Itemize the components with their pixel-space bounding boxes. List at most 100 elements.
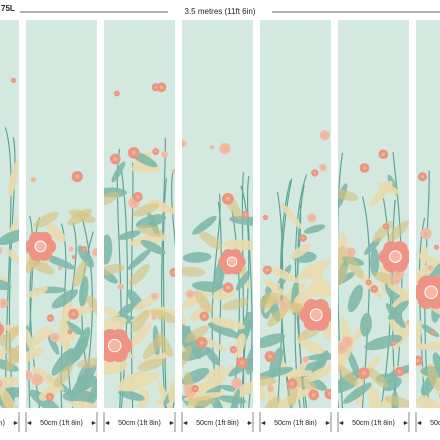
leaf [260,369,266,403]
leaf [182,325,202,360]
blossom-centre [420,175,425,179]
large-flower-centre [34,240,47,253]
leaf [117,303,135,317]
arrowhead [27,421,31,425]
leaf [191,281,228,293]
blossom [0,379,3,388]
leaf [345,254,364,279]
blossom-centre [310,216,314,220]
blossom-centre [269,387,272,390]
leaf [117,370,148,388]
stem [162,178,168,408]
leaf [104,264,125,276]
blossom-centre [361,371,366,376]
label-bg [344,418,403,428]
floral-pattern [26,171,97,408]
blossom-centre [131,150,136,155]
label-bg [422,418,440,428]
leaf [359,271,383,299]
leaf [245,343,253,375]
leaf [26,348,45,366]
leaf [136,224,164,237]
leaf [29,389,61,408]
blossom-centre [202,314,207,319]
blossom-centre [188,388,193,394]
blossom-centre [234,381,239,386]
leaf [279,202,303,230]
arrowhead [105,421,109,425]
blossom-centre [416,358,420,363]
blossom-centre [367,281,370,284]
leaf [104,191,120,207]
stem [130,162,134,408]
blossom-centre [131,200,136,205]
leaf [33,211,59,228]
leaf [0,228,19,245]
leaf [0,324,19,347]
blossom-centre [396,272,401,277]
label-bg [32,418,91,428]
floral-pattern [182,139,253,408]
leaf [8,160,19,198]
label-bg [0,418,13,428]
blossom-centre [70,248,72,251]
panel [0,20,19,408]
leaf [31,327,55,347]
leaf [27,286,48,298]
blossom-centre [199,340,204,345]
large-flower-centre [389,250,402,263]
panel-width-label: 50cm (1ft 8in) [196,420,239,427]
leaf [28,259,55,275]
leaf [194,290,213,314]
blossom-centre [301,236,305,240]
large-flower-centre [226,256,238,268]
blossom-centre [136,195,140,199]
large-flower-centre [424,285,438,300]
leaf [70,364,97,397]
leaf [223,239,253,251]
blossom-centre [49,316,52,320]
leaf [367,385,382,408]
leaf [72,260,88,287]
leaf [360,313,372,337]
leaf [85,295,97,318]
arrowhead [339,421,343,425]
leaf [207,322,239,338]
arrowhead [248,421,252,425]
blossom-centre [83,247,86,250]
blossom-centre [392,342,395,344]
leaf [127,249,152,270]
blossom-centre [407,321,409,324]
large-flower-centre [309,308,323,322]
leaf [303,224,326,234]
blossom-centre [173,170,175,172]
blossom-centre [435,246,438,249]
leaf [385,303,406,329]
blossom-centre [322,133,327,137]
blossom-centre [163,153,166,156]
panel-width-label: 50cm (1ft 8in) [40,420,83,427]
leaf [347,284,363,313]
product-code: 75L [1,4,15,13]
leaf [104,316,127,328]
leaf [338,265,349,291]
leaf [370,248,380,277]
blossom-centre [225,196,230,201]
leaf [58,318,71,351]
leaf [265,265,299,284]
leaf [142,337,163,360]
panel-width-label: 50cm (1ft 8in) [0,420,5,427]
leaf [221,298,249,311]
blossom-centre [243,213,247,216]
blossom-centre [32,178,35,181]
blossom-centre [240,360,244,365]
leaf [366,367,389,389]
blossom-centre [1,301,5,306]
blossom [26,370,33,380]
leaf [260,333,286,349]
leaf [150,309,175,324]
leaf [346,346,362,383]
blossom [324,388,331,400]
leaf [104,234,113,265]
